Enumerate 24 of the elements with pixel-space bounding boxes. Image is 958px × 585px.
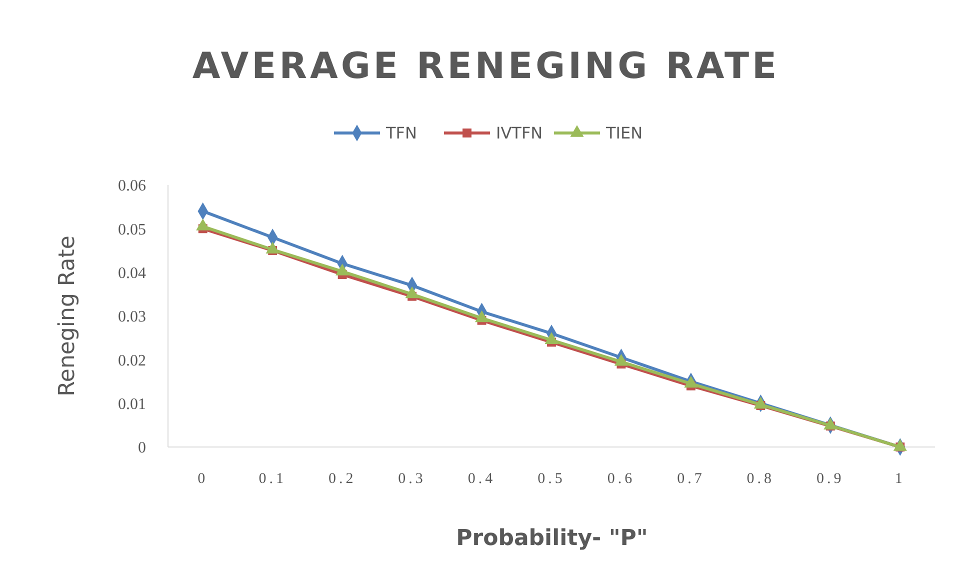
legend-label: IVTFN [496, 124, 543, 143]
x-axis-title: Probability- "P" [456, 526, 648, 551]
y-tick-label: 0.06 [118, 178, 146, 195]
x-tick-label: 0.1 [258, 471, 286, 487]
x-tick-label: 0.4 [468, 471, 496, 487]
y-tick-label: 0.04 [118, 264, 146, 282]
x-tick-label: 0.3 [398, 471, 426, 487]
x-tick-label: 0.7 [677, 471, 705, 487]
chart-title: AVERAGE RENEGING RATE [192, 46, 780, 87]
x-tick-label: 0 [198, 471, 208, 487]
x-tick-label: 0.6 [607, 471, 636, 487]
x-tick-label: 0.2 [328, 471, 356, 487]
x-tick-label: 0.5 [538, 471, 566, 487]
legend-label: TIEN [605, 124, 643, 143]
x-tick-label: 1 [894, 471, 906, 487]
y-axis-title: Reneging Rate [55, 236, 80, 396]
y-tick-label: 0.02 [118, 352, 146, 370]
legend-label: TFN [385, 124, 417, 143]
y-tick-label: 0 [138, 440, 146, 457]
x-tick-label: 0.8 [746, 471, 775, 487]
y-tick-label: 0.05 [118, 221, 146, 238]
y-tick-label: 0.03 [118, 308, 146, 326]
y-tick-label: 0.01 [118, 396, 146, 413]
x-tick-label: 0.9 [816, 471, 844, 487]
